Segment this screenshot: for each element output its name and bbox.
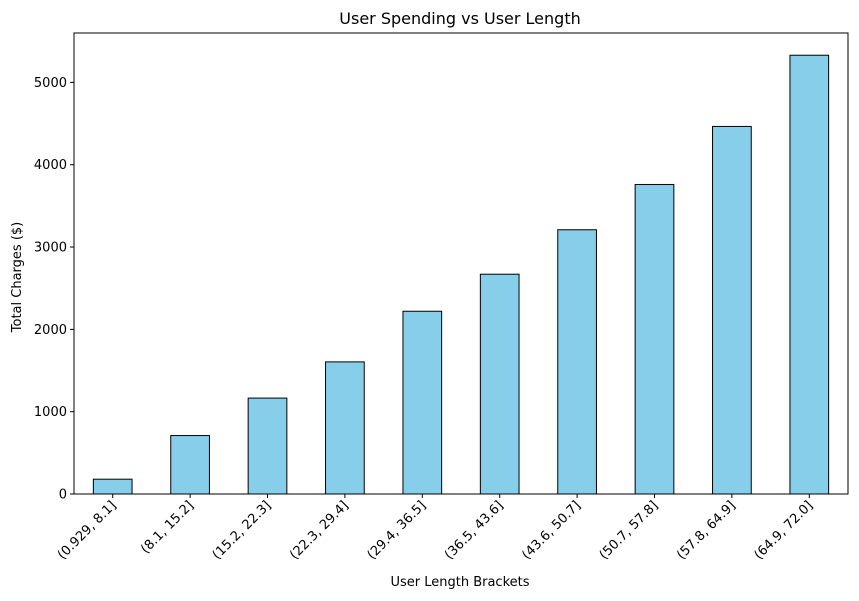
x-tick-label: (64.9, 72.0] bbox=[752, 498, 817, 563]
bar bbox=[325, 361, 365, 495]
y-tick-label: 5000 bbox=[34, 76, 67, 91]
x-tick-label: (29.4, 36.5] bbox=[365, 498, 430, 563]
x-tick-label: (50.7, 57.8] bbox=[597, 498, 662, 563]
bars-group bbox=[92, 54, 830, 495]
x-tick-label: (43.6, 50.7] bbox=[519, 498, 584, 563]
chart-title: User Spending vs User Length bbox=[339, 9, 580, 28]
y-ticks: 0 1000 2000 3000 4000 5000 bbox=[34, 76, 74, 503]
bar bbox=[557, 229, 597, 495]
y-axis-label: Total Charges ($) bbox=[10, 222, 25, 333]
bar bbox=[402, 310, 443, 495]
x-tick-label: (22.3, 29.4] bbox=[287, 498, 352, 563]
y-tick-label: 0 bbox=[59, 488, 67, 503]
y-tick-label: 2000 bbox=[34, 323, 67, 338]
bar bbox=[712, 125, 752, 495]
x-tick-label: (8.1, 15.2] bbox=[138, 498, 197, 557]
x-tick-label: (57.8, 64.9] bbox=[674, 498, 739, 563]
x-tick-label: (36.5, 43.6] bbox=[442, 498, 507, 563]
bar bbox=[634, 183, 675, 495]
y-tick-label: 1000 bbox=[34, 405, 67, 420]
plot-frame bbox=[73, 32, 849, 495]
bar bbox=[170, 435, 210, 495]
x-tick-label: (0.929, 8.1] bbox=[55, 498, 120, 563]
y-tick-label: 4000 bbox=[34, 158, 67, 173]
x-ticks: (0.929, 8.1] (8.1, 15.2] (15.2, 22.3] (22.3… bbox=[55, 494, 816, 563]
bar bbox=[247, 397, 288, 495]
x-axis-label: User Length Brackets bbox=[390, 575, 529, 590]
bar bbox=[789, 54, 830, 495]
x-tick-label: (15.2, 22.3] bbox=[210, 498, 275, 563]
bar bbox=[92, 478, 133, 495]
y-tick-label: 3000 bbox=[34, 241, 67, 256]
bar bbox=[479, 273, 520, 495]
